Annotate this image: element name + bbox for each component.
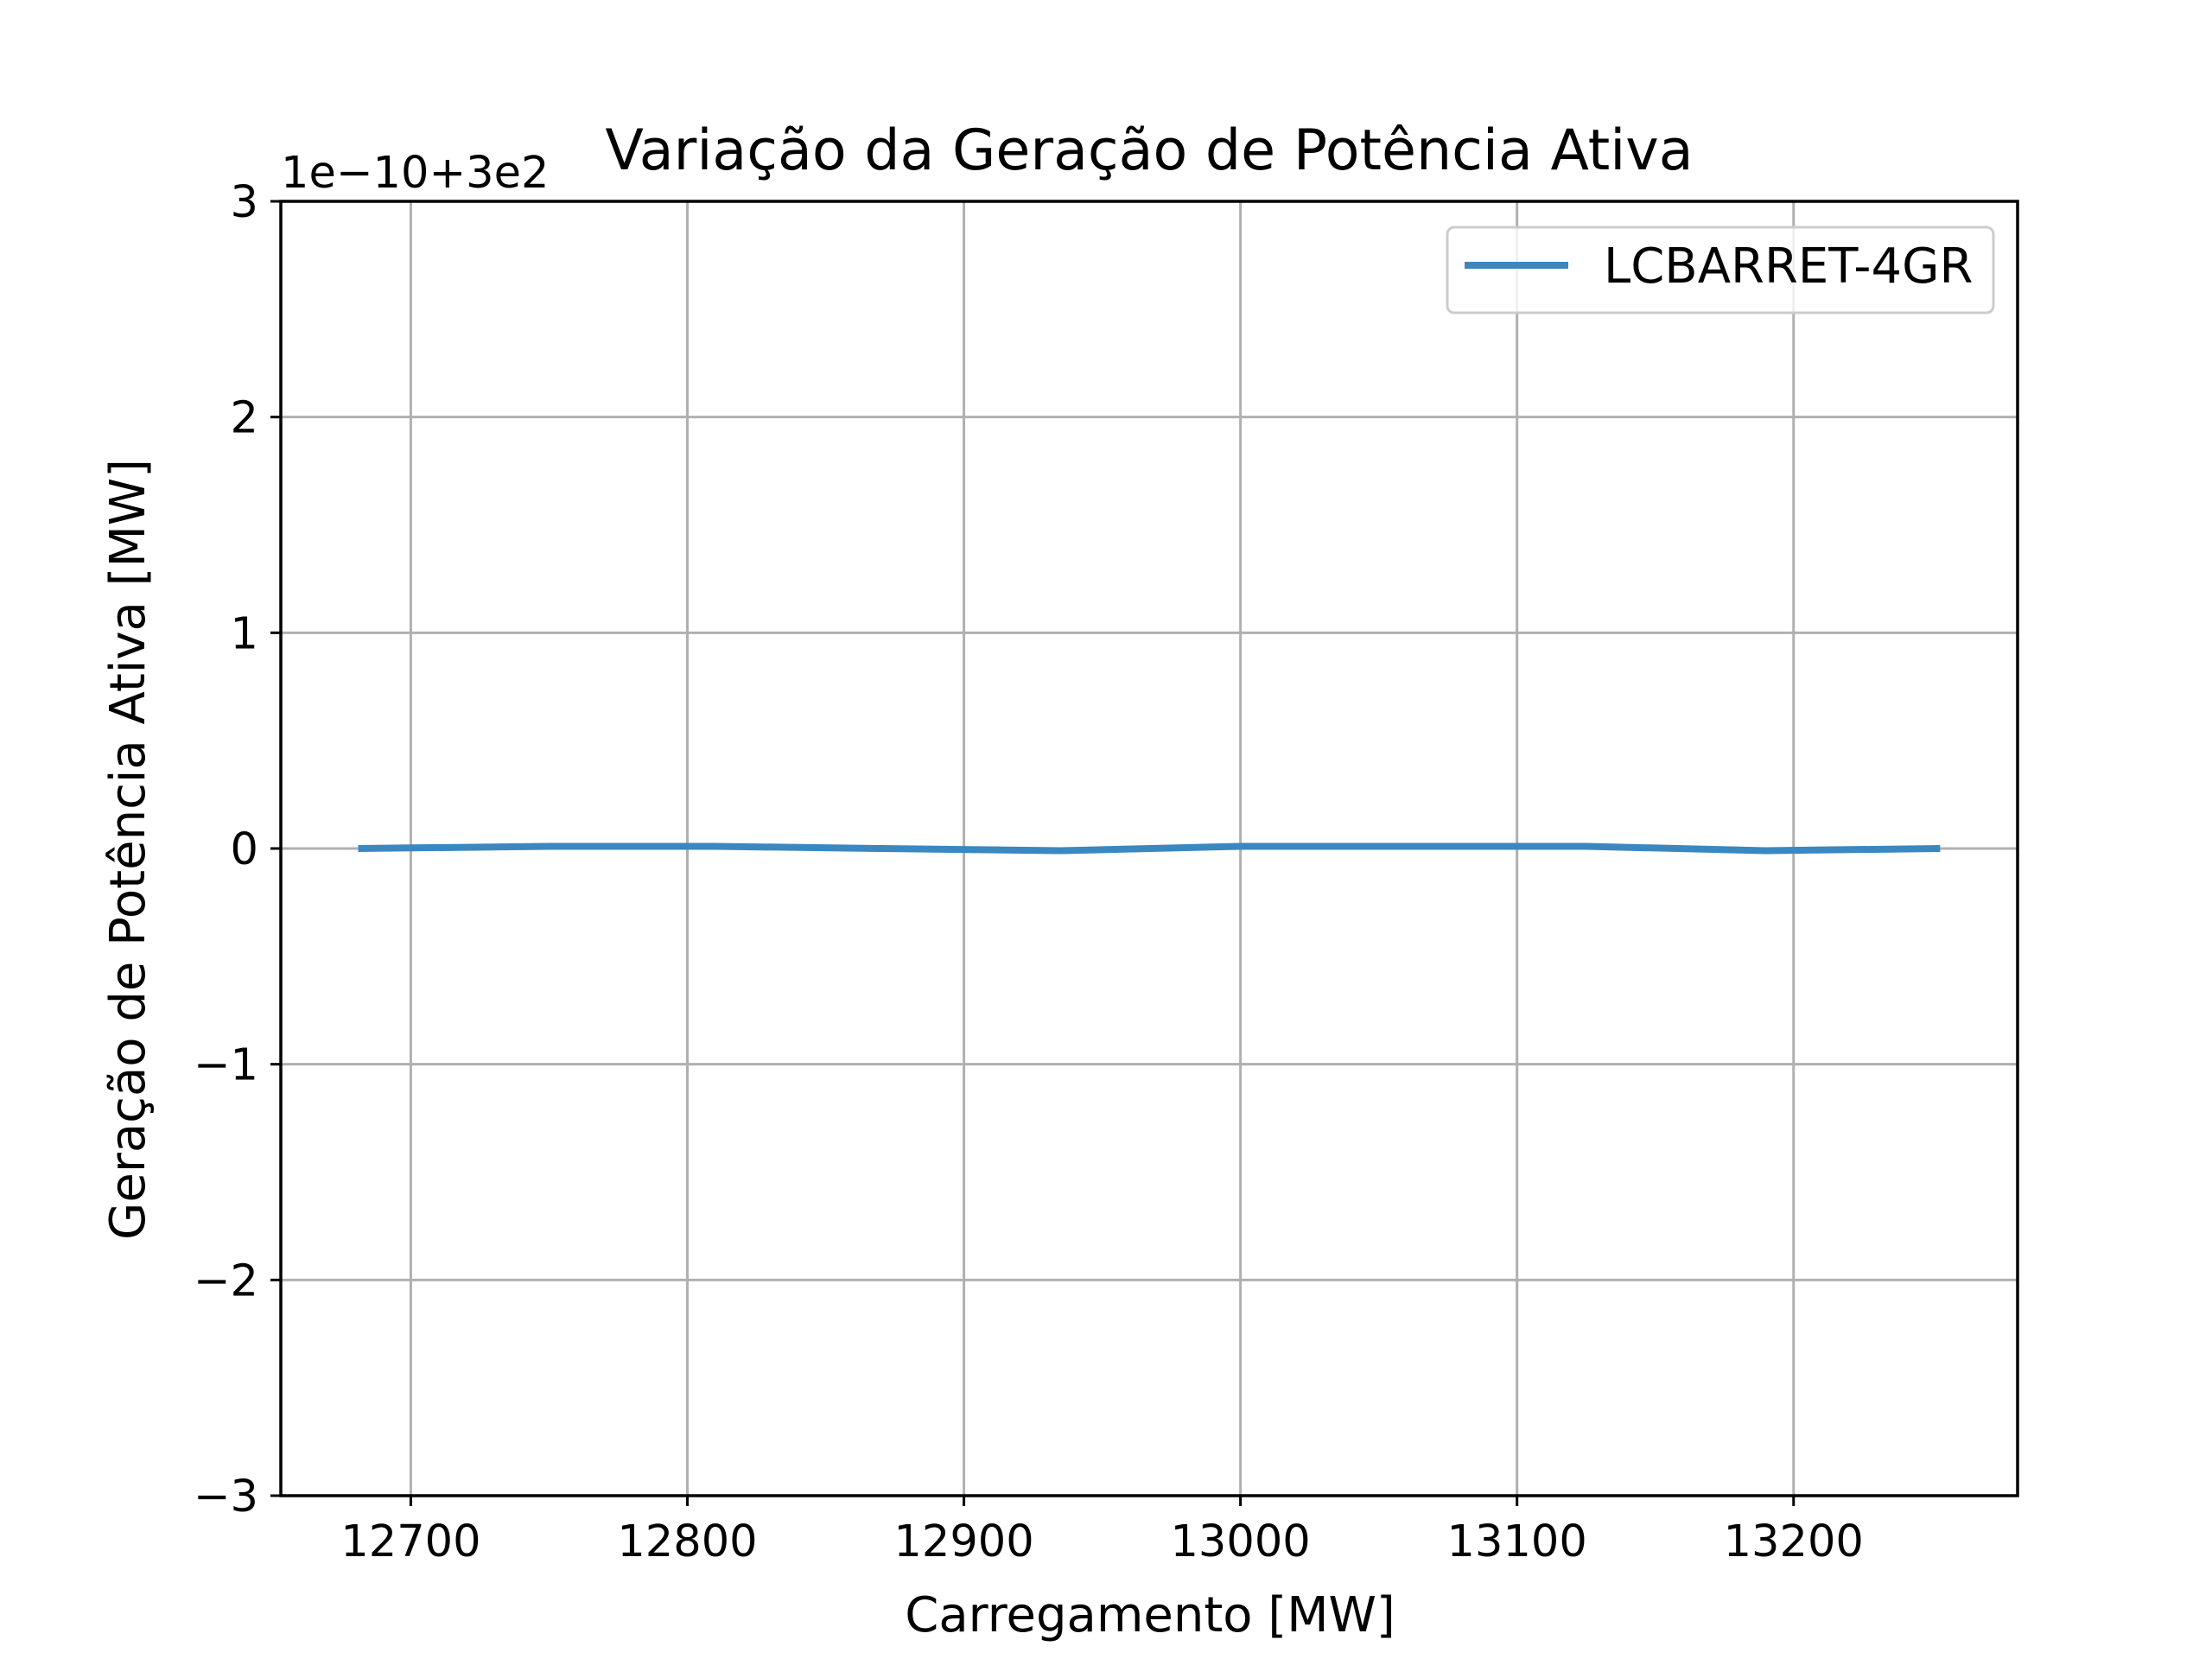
legend-box [1446, 226, 1995, 315]
y-tick-label: 0 [231, 824, 258, 875]
y-tick-label: 1 [231, 608, 258, 659]
x-axis-label: Carregamento [MW] [905, 1587, 1395, 1643]
x-tick-label: 12900 [893, 1516, 1033, 1567]
x-tick-label: 12700 [340, 1516, 480, 1567]
y-tick-label: 2 [231, 393, 258, 444]
legend: LCBARRET-4GR [1446, 226, 1995, 315]
legend-label: LCBARRET-4GR [1604, 238, 1973, 295]
y-tick-label: −1 [194, 1040, 258, 1091]
x-tick-label: 13200 [1724, 1516, 1864, 1567]
chart-title: Variação da Geração de Potência Ativa [605, 118, 1693, 183]
y-tick-label: 3 [231, 177, 258, 228]
y-offset-label: 1e−10+3e2 [281, 148, 549, 199]
x-axis-ticks: 12700 12800 12900 13000 13100 13200 [340, 1496, 1864, 1567]
y-tick-label: −3 [194, 1471, 258, 1522]
y-axis-ticks: −3 −2 −1 0 1 2 3 [194, 177, 281, 1522]
x-tick-label: 12800 [617, 1516, 757, 1567]
series-layer [358, 842, 1941, 855]
x-tick-label: 13100 [1447, 1516, 1587, 1567]
y-axis-label: Geração de Potência Ativa [MW] [100, 459, 156, 1240]
series-line [358, 842, 1941, 855]
x-tick-label: 13000 [1170, 1516, 1310, 1567]
y-tick-label: −2 [194, 1255, 258, 1306]
